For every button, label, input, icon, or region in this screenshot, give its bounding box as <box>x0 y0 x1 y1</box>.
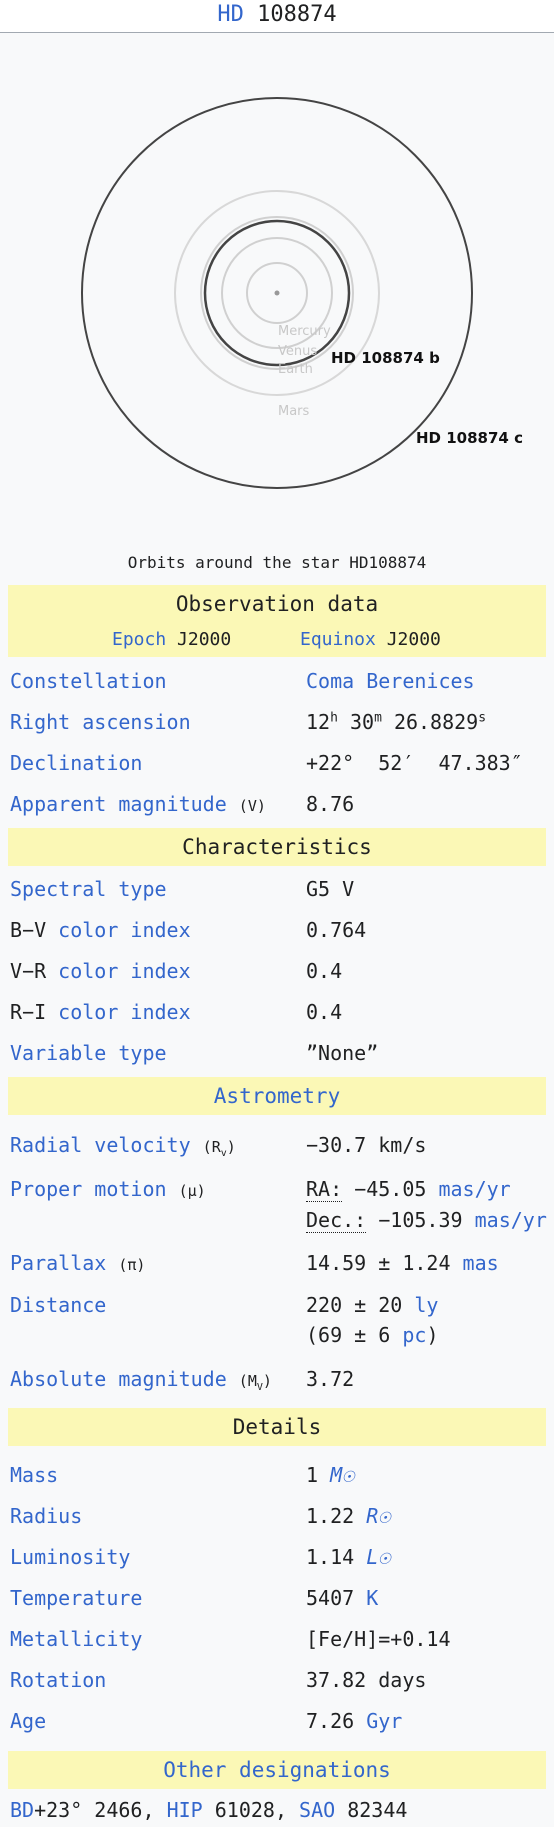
pm-dec-abbr: Dec.: <box>306 1208 367 1233</box>
orbit-mercury <box>246 262 308 324</box>
label-planet-c: HD 108874 c <box>416 429 523 447</box>
epoch-link[interactable]: Epoch <box>112 629 167 650</box>
luminosity-label[interactable]: Luminosity <box>10 1545 131 1569</box>
dec-value: +22° 52′ 47.383″ <box>306 751 523 775</box>
temperature-label[interactable]: Temperature <box>10 1586 143 1610</box>
parallax-value: 14.59 ± 1.24 mas <box>306 1251 499 1275</box>
mass-label[interactable]: Mass <box>10 1463 59 1487</box>
pm-label[interactable]: Proper motion (μ) <box>10 1177 206 1201</box>
label-mercury: Mercury <box>278 324 331 339</box>
appmag-label[interactable]: Apparent magnitude (V) <box>10 792 266 816</box>
radius-value: 1.22 R☉ <box>306 1504 391 1528</box>
distance-pc-value: (69 ± 6 pc) <box>306 1323 439 1347</box>
solar-luminosity-link[interactable]: L☉ <box>366 1545 391 1569</box>
absmag-label[interactable]: Absolute magnitude (MV) <box>10 1367 272 1393</box>
solar-radius-link[interactable]: R☉ <box>366 1504 391 1528</box>
variable-value: ”None” <box>306 1041 379 1065</box>
equinox-value: J2000 <box>386 629 441 650</box>
solar-mass-link[interactable]: M☉ <box>330 1463 355 1487</box>
designations-list: BD+23° 2466, HIP 61028, SAO 82344 <box>10 1798 408 1822</box>
parallax-label[interactable]: Parallax (π) <box>10 1251 146 1275</box>
image-caption: Orbits around the star HD108874 <box>127 553 427 572</box>
spectral-label[interactable]: Spectral type <box>10 877 167 901</box>
rv-label[interactable]: Radial velocity (Rv) <box>10 1133 236 1159</box>
header-observation-data: Observation data <box>8 585 546 623</box>
label-planet-b: HD 108874 b <box>331 349 440 367</box>
vr-value: 0.4 <box>306 959 343 983</box>
spectral-value: G5 V <box>306 877 355 901</box>
variable-label[interactable]: Variable type <box>10 1041 167 1065</box>
distance-ly-value: 220 ± 20 ly <box>306 1293 439 1317</box>
orbit-planet-b <box>203 219 351 367</box>
bv-value: 0.764 <box>306 918 367 942</box>
absmag-value: 3.72 <box>306 1367 355 1391</box>
label-mars: Mars <box>278 404 310 419</box>
orbit-earth <box>200 216 354 370</box>
equinox-link[interactable]: Equinox <box>300 629 376 650</box>
vr-label[interactable]: V−R color index <box>10 959 191 983</box>
constellation-label[interactable]: Constellation <box>10 669 167 693</box>
orbit-venus <box>221 237 333 349</box>
ri-value: 0.4 <box>306 1000 343 1024</box>
header-astrometry[interactable]: Astrometry <box>8 1077 546 1115</box>
pm-ra-value: RA: −45.05 mas/yr <box>306 1177 511 1202</box>
pm-dec-value: Dec.: −105.39 mas/yr <box>306 1208 547 1233</box>
rotation-label[interactable]: Rotation <box>10 1668 107 1692</box>
parallax-unit-link[interactable]: mas <box>462 1251 499 1275</box>
ra-label[interactable]: Right ascension <box>10 710 191 734</box>
temperature-value: 5407 K <box>306 1586 379 1610</box>
appmag-value: 8.76 <box>306 792 355 816</box>
page-title: HD 108874 <box>0 0 554 33</box>
pm-ra-abbr: RA: <box>306 1177 343 1202</box>
rv-value: −30.7 km/s <box>306 1133 427 1157</box>
orbit-diagram: Mercury Venus Earth Mars HD 108874 b HD … <box>0 33 554 543</box>
rotation-value: 37.82 days <box>306 1668 427 1692</box>
epoch-row: Epoch J2000 Equinox J2000 <box>8 623 546 657</box>
age-value: 7.26 Gyr <box>306 1709 403 1733</box>
ri-label[interactable]: R−I color index <box>10 1000 191 1024</box>
age-label[interactable]: Age <box>10 1709 47 1733</box>
appmag-band: (V) <box>238 797 266 815</box>
dec-label[interactable]: Declination <box>10 751 143 775</box>
hip-link[interactable]: HIP <box>166 1798 203 1822</box>
title-hd-link[interactable]: HD <box>217 2 244 27</box>
header-other-designations[interactable]: Other designations <box>8 1751 546 1789</box>
metallicity-value: [Fe/H]=+0.14 <box>306 1627 451 1651</box>
orbit-svg: Mercury Venus Earth Mars HD 108874 b HD … <box>81 97 523 489</box>
ra-value: 12h 30m 26.8829s <box>306 710 487 734</box>
metallicity-label[interactable]: Metallicity <box>10 1627 143 1651</box>
pm-ra-unit-link[interactable]: mas/yr <box>438 1177 511 1201</box>
radius-label[interactable]: Radius <box>10 1504 83 1528</box>
pm-dec-unit-link[interactable]: mas/yr <box>474 1208 547 1232</box>
orbit-planet-c <box>81 97 473 489</box>
header-characteristics: Characteristics <box>8 828 546 866</box>
header-details: Details <box>8 1408 546 1446</box>
distance-pc-link[interactable]: pc <box>402 1323 427 1347</box>
label-earth: Earth <box>278 362 313 377</box>
star-dot <box>274 290 280 296</box>
mass-value: 1 M☉ <box>306 1463 355 1487</box>
bd-link[interactable]: BD <box>10 1798 35 1822</box>
label-venus: Venus <box>278 344 317 359</box>
bv-label[interactable]: B−V color index <box>10 918 191 942</box>
epoch-value: J2000 <box>177 629 232 650</box>
distance-label[interactable]: Distance <box>10 1293 107 1317</box>
title-number: 108874 <box>257 2 337 27</box>
gyr-link[interactable]: Gyr <box>366 1709 403 1733</box>
constellation-value[interactable]: Coma Berenices <box>306 669 475 693</box>
orbit-mars <box>174 190 380 396</box>
kelvin-link[interactable]: K <box>366 1586 379 1610</box>
distance-ly-link[interactable]: ly <box>414 1293 439 1317</box>
luminosity-value: 1.14 L☉ <box>306 1545 391 1569</box>
sao-link[interactable]: SAO <box>299 1798 336 1822</box>
